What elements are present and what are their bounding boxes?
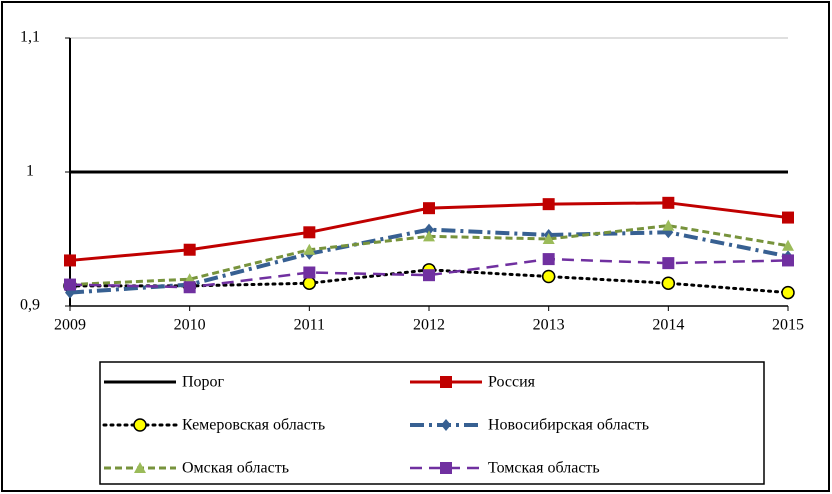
marker	[64, 278, 76, 291]
marker	[303, 266, 316, 279]
y-tick-label: 1	[26, 163, 34, 180]
marker	[662, 219, 675, 231]
legend-label: Кемеровская область	[182, 417, 325, 434]
marker	[134, 462, 146, 473]
legend-label: Россия	[488, 374, 536, 391]
marker	[423, 269, 435, 282]
x-tick-label: 2013	[533, 317, 565, 334]
marker	[303, 243, 316, 255]
marker	[782, 254, 794, 267]
marker	[542, 233, 555, 244]
legend-label: Новосибирская область	[488, 417, 649, 434]
marker	[423, 230, 435, 242]
x-tick-label: 2012	[413, 317, 445, 334]
x-tick-label: 2014	[652, 317, 684, 334]
x-tick-label: 2015	[772, 317, 804, 334]
x-tick-label: 2009	[54, 317, 86, 334]
marker	[782, 239, 794, 251]
marker	[542, 198, 555, 211]
marker	[782, 211, 794, 224]
y-tick-label: 1,1	[20, 29, 40, 46]
marker	[64, 254, 76, 267]
marker	[662, 257, 675, 270]
marker	[661, 276, 676, 290]
marker	[781, 285, 795, 300]
marker	[662, 196, 675, 209]
marker	[440, 376, 452, 388]
marker	[302, 276, 317, 290]
legend-label: Томская область	[488, 460, 600, 477]
x-tick-label: 2011	[294, 317, 325, 334]
marker	[303, 226, 316, 239]
legend-label: Порог	[182, 374, 225, 391]
marker	[183, 281, 196, 294]
marker	[541, 269, 556, 284]
marker	[424, 223, 434, 236]
marker	[133, 418, 147, 432]
x-tick-label: 2010	[174, 317, 206, 334]
marker	[423, 202, 435, 215]
y-tick-label: 0,9	[20, 297, 40, 314]
marker	[441, 419, 451, 431]
marker	[440, 462, 452, 474]
marker	[542, 253, 555, 266]
marker	[183, 243, 196, 256]
legend-label: Омская область	[182, 460, 289, 477]
